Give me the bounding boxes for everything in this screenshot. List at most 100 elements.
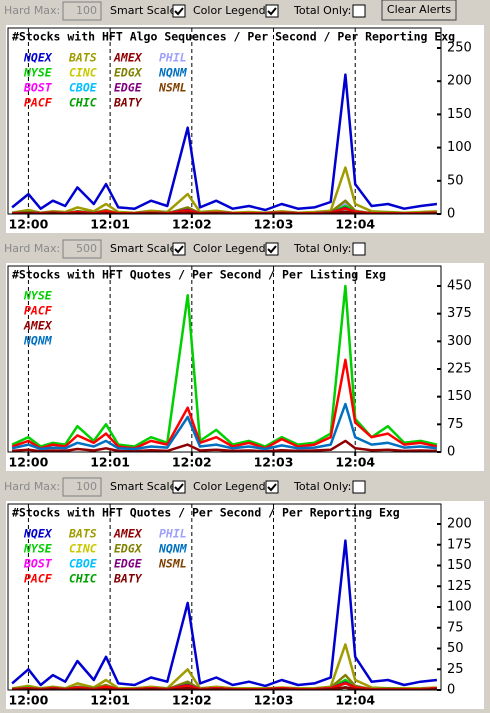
check-mark <box>267 245 277 254</box>
legend-entry: BOST <box>23 557 53 571</box>
y-tick-label: 50 <box>447 173 464 188</box>
legend-entry: NQEX <box>23 527 53 541</box>
button-label: Clear Alerts <box>387 3 451 16</box>
color-legend-checkbox[interactable] <box>265 242 279 256</box>
legend-entry: BATS <box>68 527 97 541</box>
hard-max-input[interactable] <box>62 239 102 259</box>
y-tick-label: 75 <box>447 417 464 432</box>
legend-entry: NQNM <box>158 66 188 80</box>
x-tick-label: 12:03 <box>254 217 294 232</box>
total-only-label: Total Only: <box>293 4 351 17</box>
x-tick-label: 12:03 <box>254 455 294 470</box>
check-mark <box>174 7 184 16</box>
legend-entry: BATS <box>68 51 97 65</box>
legend-entry: NYSE <box>23 289 53 303</box>
x-tick-label: 12:04 <box>335 693 375 708</box>
legend-entry: CHIC <box>69 96 97 110</box>
plot-border <box>7 503 442 691</box>
y-tick-label: 200 <box>447 517 472 532</box>
x-tick-label: 12:00 <box>9 693 49 708</box>
series-line <box>12 439 437 452</box>
smart-scale-label: Smart Scale: <box>110 242 180 255</box>
legend-entry: PHIL <box>159 527 187 541</box>
legend-entry: NQEX <box>23 51 53 65</box>
legend-entry: NSML <box>158 81 187 95</box>
legend-entry: AMEX <box>113 527 143 541</box>
legend-entry: PACF <box>24 304 53 318</box>
y-tick-label: 300 <box>447 334 472 349</box>
x-tick-label: 12:02 <box>172 217 212 232</box>
series-line <box>11 643 437 690</box>
series-line <box>11 284 438 448</box>
total-only-checkbox[interactable] <box>352 242 366 256</box>
legend-entry: CINC <box>69 66 97 80</box>
y-tick-label: 75 <box>447 620 464 635</box>
check-mark <box>267 483 277 492</box>
legend-entry: CHIC <box>69 572 97 586</box>
series-line <box>11 539 438 688</box>
check-mark <box>267 7 277 16</box>
series-line <box>11 73 438 212</box>
smart-scale-checkbox[interactable] <box>172 480 186 494</box>
total-only-label: Total Only: <box>293 242 351 255</box>
chart-background <box>6 263 484 471</box>
color-legend-checkbox[interactable] <box>265 4 279 18</box>
x-tick-label: 12:04 <box>335 217 375 232</box>
y-tick-label: 50 <box>447 641 464 656</box>
color-legend-label: Color Legend: <box>193 242 269 255</box>
y-tick-label: 250 <box>447 41 472 56</box>
check-mark <box>174 483 184 492</box>
legend-entry: EDGX <box>114 66 143 80</box>
check-mark <box>174 245 184 254</box>
color-legend-checkbox[interactable] <box>265 480 279 494</box>
legend-entry: PACF <box>24 96 53 110</box>
legend-entry: EDGE <box>114 81 143 95</box>
plot-border <box>7 265 442 453</box>
legend-entry: PHIL <box>159 51 187 65</box>
y-tick-label: 0 <box>447 445 455 460</box>
smart-scale-checkbox[interactable] <box>172 242 186 256</box>
legend-entry: AMEX <box>23 319 53 333</box>
chart-title: #Stocks with HFT Quotes / Per Second / P… <box>12 268 386 282</box>
plot-lines <box>11 284 438 452</box>
x-tick-label: 12:03 <box>254 693 294 708</box>
y-tick-label: 150 <box>447 558 472 573</box>
series-line <box>12 686 437 690</box>
chart-background <box>6 25 484 233</box>
y-tick-label: 150 <box>447 107 472 122</box>
chart-title: #Stocks with HFT Algo Sequences / Per Se… <box>12 30 455 44</box>
legend-entry: PACF <box>24 572 53 586</box>
color-legend-label: Color Legend: <box>193 4 269 17</box>
y-tick-label: 125 <box>447 579 472 594</box>
x-tick-label: 12:04 <box>335 455 375 470</box>
x-tick-label: 12:02 <box>172 455 212 470</box>
hard-max-label: Hard Max: <box>4 480 60 493</box>
hard-max-input[interactable] <box>62 1 102 21</box>
color-legend-label: Color Legend: <box>193 480 269 493</box>
smart-scale-label: Smart Scale: <box>110 4 180 17</box>
y-tick-label: 0 <box>447 683 455 698</box>
clear-alerts-button[interactable] <box>381 0 457 21</box>
legend-entry: BATY <box>113 572 143 586</box>
y-tick-label: 200 <box>447 74 472 89</box>
hard-max-label: Hard Max: <box>4 4 60 17</box>
total-only-checkbox[interactable] <box>352 4 366 18</box>
y-tick-label: 225 <box>447 362 472 377</box>
y-tick-label: 450 <box>447 279 472 294</box>
y-tick-label: 0 <box>447 207 455 222</box>
smart-scale-checkbox[interactable] <box>172 4 186 18</box>
chart-background <box>6 501 484 709</box>
plot-lines <box>11 539 438 690</box>
hard-max-value: 100 <box>76 4 97 17</box>
series-line <box>11 402 438 451</box>
hard-max-input[interactable] <box>62 477 102 497</box>
legend-entry: NQNM <box>23 334 53 348</box>
legend-entry: NYSE <box>23 66 53 80</box>
x-tick-label: 12:02 <box>172 693 212 708</box>
total-only-checkbox[interactable] <box>352 480 366 494</box>
legend-entry: AMEX <box>113 51 143 65</box>
y-tick-label: 25 <box>447 662 464 677</box>
plot-border <box>7 27 442 215</box>
